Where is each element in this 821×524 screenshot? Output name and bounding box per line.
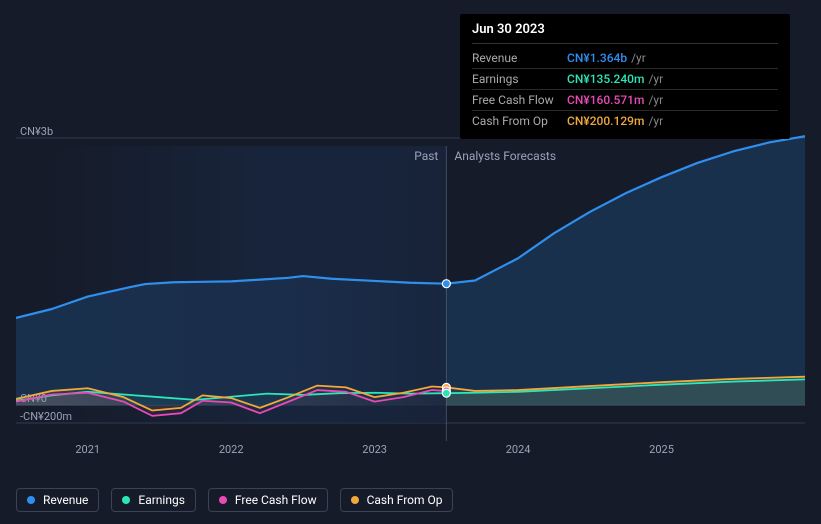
x-tick-label: 2022: [219, 443, 244, 456]
legend-item-cash-from-op[interactable]: Cash From Op: [340, 488, 454, 512]
legend-dot-icon: [351, 496, 359, 504]
tooltip-row-unit: /yr: [648, 114, 663, 128]
tooltip-row-label: Earnings: [472, 72, 567, 86]
tooltip-row-label: Cash From Op: [472, 114, 567, 128]
marker-dot-revenue: [442, 280, 450, 288]
tooltip-row: Free Cash FlowCN¥160.571m/yr: [472, 90, 778, 111]
legend-item-label: Cash From Op: [367, 493, 443, 507]
marker-dot-earnings: [442, 389, 450, 397]
chart-tooltip: Jun 30 2023 RevenueCN¥1.364b/yrEarningsC…: [460, 14, 790, 139]
section-label-past: Past: [414, 149, 438, 163]
legend-item-free-cash-flow[interactable]: Free Cash Flow: [208, 488, 328, 512]
legend-dot-icon: [122, 496, 130, 504]
tooltip-row-label: Revenue: [472, 51, 567, 65]
legend-item-earnings[interactable]: Earnings: [111, 488, 196, 512]
legend-dot-icon: [27, 496, 35, 504]
tooltip-row-value: CN¥160.571m: [567, 93, 644, 107]
tooltip-row-unit: /yr: [631, 51, 646, 65]
tooltip-row-value: CN¥135.240m: [567, 72, 644, 86]
legend-item-label: Earnings: [138, 493, 185, 507]
section-label-forecast: Analysts Forecasts: [454, 149, 556, 163]
tooltip-row-unit: /yr: [648, 93, 663, 107]
tooltip-date: Jun 30 2023: [472, 22, 778, 44]
past-region-shade: [46, 146, 446, 423]
x-tick-label: 2021: [75, 443, 100, 456]
x-tick-label: 2023: [362, 443, 387, 456]
tooltip-row-value: CN¥200.129m: [567, 114, 644, 128]
legend-item-revenue[interactable]: Revenue: [16, 488, 99, 512]
tooltip-row-value: CN¥1.364b: [567, 51, 627, 65]
tooltip-row-unit: /yr: [648, 72, 663, 86]
legend-dot-icon: [219, 496, 227, 504]
tooltip-row-label: Free Cash Flow: [472, 93, 567, 107]
y-tick-label: CN¥3b: [20, 125, 53, 138]
tooltip-row: RevenueCN¥1.364b/yr: [472, 48, 778, 69]
x-tick-label: 2025: [649, 443, 674, 456]
legend-item-label: Revenue: [43, 493, 88, 507]
tooltip-row: EarningsCN¥135.240m/yr: [472, 69, 778, 90]
chart-legend: Revenue Earnings Free Cash Flow Cash From O…: [16, 488, 453, 512]
legend-item-label: Free Cash Flow: [235, 493, 317, 507]
x-tick-label: 2024: [506, 443, 531, 456]
tooltip-row: Cash From OpCN¥200.129m/yr: [472, 111, 778, 131]
